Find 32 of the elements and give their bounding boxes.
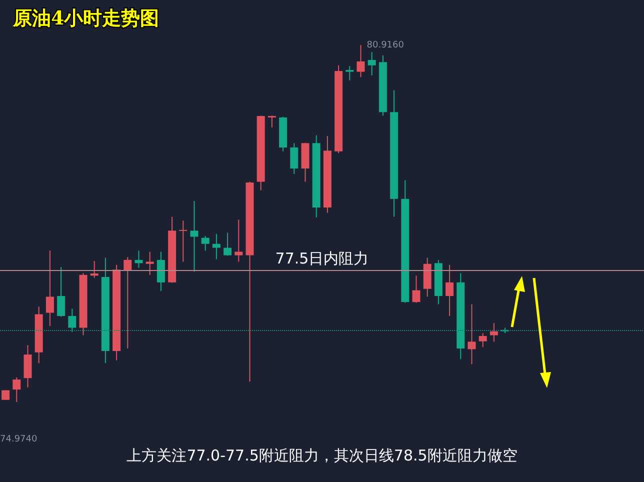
candlestick	[90, 260, 98, 278]
candlestick	[478, 332, 487, 348]
candlestick	[234, 219, 243, 262]
candlestick	[356, 44, 365, 78]
candlestick	[368, 52, 376, 76]
candlestick	[12, 376, 21, 403]
candlestick	[134, 250, 143, 268]
candlestick	[212, 233, 220, 260]
candlestick	[268, 115, 276, 128]
candlestick	[156, 251, 165, 292]
candlestick	[2, 390, 10, 400]
candlestick	[468, 304, 476, 365]
candlestick	[201, 236, 210, 252]
candlestick	[346, 66, 354, 81]
candlestick	[68, 308, 76, 333]
text: 上方关注77.0-77.5附近阻力，其次日线78.5附近阻力做空	[126, 446, 518, 464]
annotation: 80.9160	[366, 40, 404, 50]
ref-line-label: 77.5日内阻力	[275, 249, 369, 268]
candlestick	[57, 266, 66, 318]
chart-title: 原油4小时走势图	[12, 8, 160, 30]
candlestick	[224, 232, 232, 256]
candlestick	[46, 250, 54, 326]
candlestick	[124, 256, 132, 349]
candlestick	[146, 251, 154, 276]
candlestick	[446, 264, 454, 316]
candlestick	[179, 220, 188, 262]
text: 74.9740	[0, 434, 38, 444]
candlestick	[190, 200, 198, 272]
candlestick	[24, 344, 32, 388]
candlestick	[490, 322, 498, 342]
candlestick	[412, 275, 420, 304]
candlestick	[290, 142, 298, 174]
